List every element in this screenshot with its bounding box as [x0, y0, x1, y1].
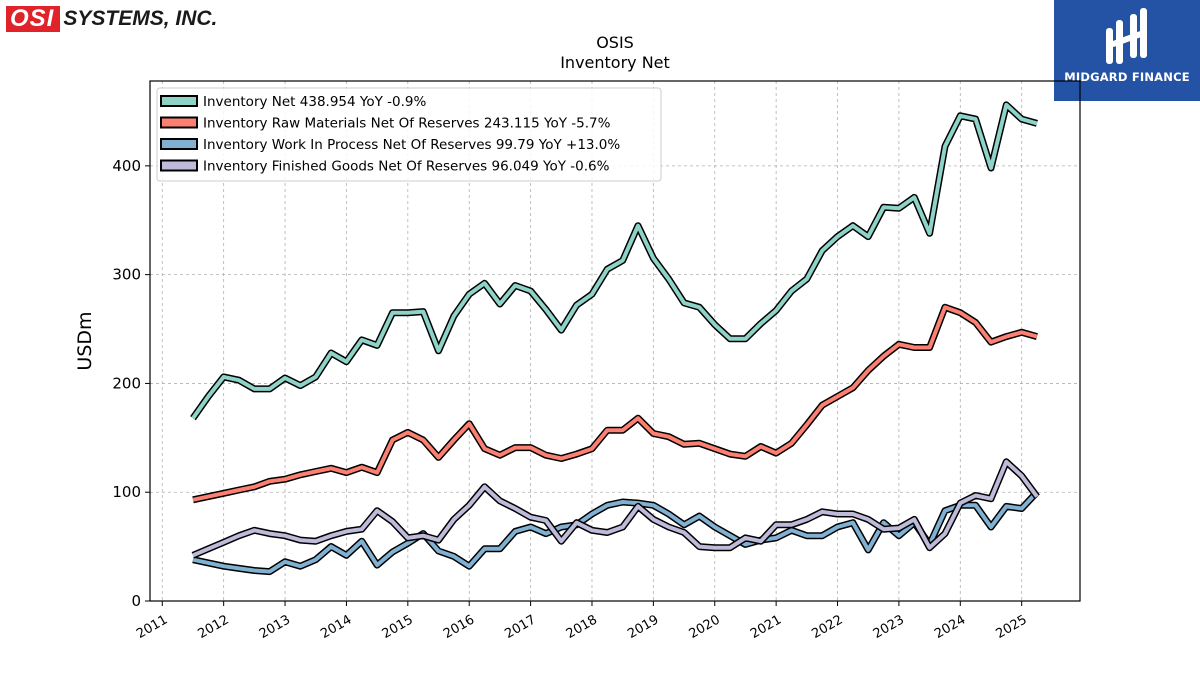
y-axis-ticks: 0 100 200 300 400 — [112, 157, 150, 610]
osi-systems-logo: OSI SYSTEMS, INC. — [6, 4, 217, 34]
series-line — [192, 459, 1039, 558]
y-tick-label: 300 — [112, 266, 141, 284]
midgard-finance-logo: MIDGARD FINANCE — [1054, 0, 1200, 101]
y-tick-label: 100 — [112, 483, 141, 501]
x-tick-label: 2020 — [687, 612, 723, 642]
legend-swatch — [160, 159, 198, 172]
x-tick-label: 2012 — [196, 612, 232, 642]
x-tick-label: 2015 — [380, 612, 416, 642]
chart-subtitle: Inventory Net — [560, 53, 670, 72]
x-tick-label: 2021 — [748, 612, 784, 642]
x-tick-label: 2016 — [441, 612, 477, 642]
x-tick-label: 2014 — [318, 612, 354, 642]
legend-item: Inventory Raw Materials Net Of Reserves … — [160, 116, 611, 132]
legend-swatch — [160, 138, 198, 150]
y-tick-label: 200 — [112, 374, 141, 392]
legend: Inventory Net 438.954 YoY -0.9% Inventory… — [156, 87, 662, 182]
y-tick-label: 0 — [131, 592, 141, 610]
y-axis-label: USDm — [74, 311, 96, 370]
legend-box — [156, 87, 662, 182]
series-line — [192, 490, 1039, 574]
x-tick-label: 2011 — [134, 612, 170, 642]
osi-logo-text: SYSTEMS, INC. — [63, 7, 218, 30]
legend-label: Inventory Finished Goods Net Of Reserves… — [203, 159, 610, 175]
series-layer — [190, 101, 1040, 576]
midgard-logo-icon — [1106, 8, 1147, 64]
x-axis-ticks: 2011 2012 2013 2014 2015 2016 2017 2018 2019 2020… — [134, 601, 1030, 642]
series-line — [191, 102, 1038, 420]
y-tick-label: 400 — [112, 157, 141, 175]
osi-logo-mark: OSI — [6, 6, 61, 32]
x-tick-label: 2022 — [809, 612, 845, 642]
x-tick-label: 2023 — [871, 612, 907, 642]
legend-item: Inventory Work In Process Net Of Reserve… — [160, 137, 620, 153]
series-1 — [192, 303, 1038, 504]
midgard-logo-text: MIDGARD FINANCE — [1064, 70, 1190, 84]
legend-label: Inventory Work In Process Net Of Reserve… — [203, 137, 620, 153]
series-line — [192, 305, 1038, 502]
legend-swatch — [160, 116, 198, 129]
chart-title: OSIS — [596, 33, 634, 52]
legend-label: Inventory Raw Materials Net Of Reserves … — [203, 116, 611, 132]
legend-item: Inventory Finished Goods Net Of Reserves… — [160, 159, 610, 175]
x-tick-label: 2017 — [502, 612, 538, 642]
legend-item: Inventory Net 438.954 YoY -0.9% — [160, 94, 426, 110]
x-tick-label: 2013 — [257, 612, 293, 642]
x-tick-label: 2018 — [564, 612, 600, 642]
x-tick-label: 2025 — [994, 612, 1030, 642]
series-2 — [192, 489, 1040, 576]
plot-frame — [149, 80, 1081, 602]
legend-swatch — [160, 95, 198, 107]
x-tick-label: 2019 — [625, 612, 661, 642]
series-3 — [191, 458, 1040, 559]
legend-label: Inventory Net 438.954 YoY -0.9% — [203, 94, 426, 110]
x-tick-label: 2024 — [932, 612, 968, 642]
series-0 — [190, 101, 1038, 421]
